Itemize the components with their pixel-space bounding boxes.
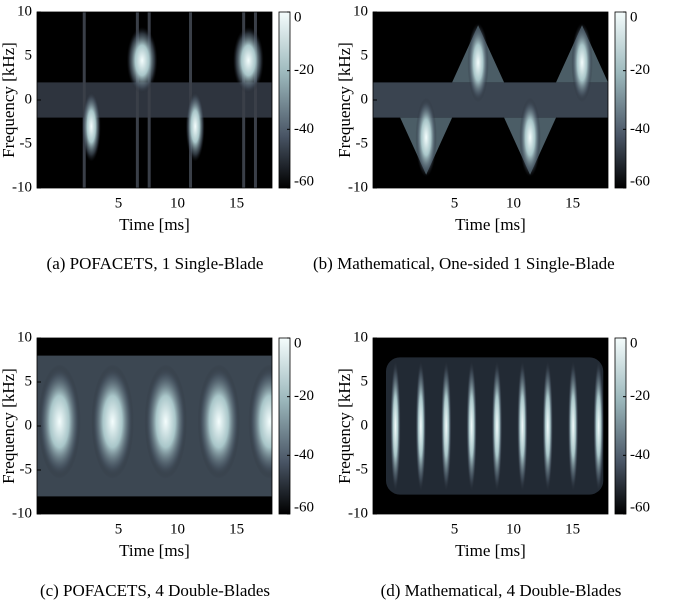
blob — [491, 359, 503, 493]
band — [373, 82, 608, 118]
y-axis-label: Frequency [kHz] — [335, 42, 354, 158]
y-tick-label: 5 — [361, 373, 369, 389]
blob — [593, 359, 604, 493]
blob — [415, 97, 437, 177]
colorbar-tick-label: -40 — [294, 447, 314, 463]
blob — [440, 359, 452, 493]
colorbar-tick-label: 0 — [630, 9, 638, 25]
x-tick-label: 15 — [565, 195, 580, 211]
x-tick-label: 15 — [229, 195, 244, 211]
y-tick-label: -10 — [12, 505, 32, 521]
blob — [144, 364, 187, 479]
y-axis-label: Frequency [kHz] — [0, 42, 18, 158]
blob — [197, 364, 241, 479]
caption: (d) Mathematical, 4 Double-Blades — [380, 581, 622, 600]
y-tick-label: -5 — [356, 461, 369, 477]
colorbar-tick-label: -20 — [294, 62, 314, 78]
x-tick-label: 10 — [170, 195, 185, 211]
blob — [415, 359, 427, 493]
y-tick-label: 10 — [17, 329, 32, 345]
blob — [519, 97, 541, 177]
blob — [185, 91, 205, 162]
y-tick-label: -5 — [20, 135, 33, 151]
y-tick-label: 5 — [361, 47, 369, 63]
blob — [571, 23, 593, 103]
y-tick-label: 0 — [361, 91, 369, 107]
blob — [126, 26, 158, 94]
colorbar-tick-label: -60 — [630, 499, 650, 515]
blob — [467, 23, 489, 103]
spectrogram-image — [373, 338, 608, 514]
spectrogram-image — [37, 338, 272, 514]
y-tick-label: 10 — [17, 3, 32, 19]
y-tick-label: 10 — [353, 329, 368, 345]
blob — [233, 26, 264, 94]
colorbar-tick-label: -40 — [294, 121, 314, 137]
x-tick-label: 15 — [565, 521, 580, 537]
x-axis-label: Time [ms] — [119, 541, 190, 560]
y-tick-label: 0 — [25, 91, 33, 107]
colorbar-tick-label: 0 — [294, 335, 302, 351]
colorbar-tick-label: -60 — [294, 499, 314, 515]
x-tick-label: 10 — [170, 521, 185, 537]
x-tick-label: 5 — [115, 195, 123, 211]
colorbar-tick-label: -60 — [630, 173, 650, 189]
colorbar-tick-label: -40 — [630, 121, 650, 137]
blob — [517, 359, 528, 493]
colorbar-tick-label: -40 — [630, 447, 650, 463]
blob — [466, 359, 477, 493]
colorbar-tick-label: -20 — [630, 388, 650, 404]
caption: (a) POFACETS, 1 Single-Blade — [46, 254, 264, 273]
x-axis-label: Time [ms] — [119, 215, 190, 234]
x-tick-label: 5 — [115, 521, 123, 537]
y-tick-label: 5 — [25, 47, 33, 63]
y-tick-label: -10 — [348, 179, 368, 195]
colorbar-tick-label: -20 — [630, 62, 650, 78]
blob — [91, 364, 134, 479]
x-axis-label: Time [ms] — [455, 541, 526, 560]
y-tick-label: 5 — [25, 373, 33, 389]
blob — [38, 364, 81, 479]
y-tick-label: 10 — [353, 3, 368, 19]
y-tick-label: 0 — [361, 417, 369, 433]
y-tick-label: -5 — [20, 461, 33, 477]
colorbar — [614, 337, 627, 515]
x-tick-label: 5 — [451, 521, 459, 537]
spectrogram-image — [37, 12, 272, 188]
caption: (c) POFACETS, 4 Double-Blades — [39, 581, 271, 600]
x-tick-label: 10 — [506, 195, 521, 211]
colorbar-tick-label: -60 — [294, 173, 314, 189]
blob — [248, 364, 272, 479]
y-tick-label: 0 — [25, 417, 33, 433]
colorbar-tick-label: -20 — [294, 388, 314, 404]
spectrogram-image — [373, 12, 608, 188]
colorbar — [278, 337, 291, 515]
x-axis-label: Time [ms] — [455, 215, 526, 234]
x-tick-label: 5 — [451, 195, 459, 211]
colorbar-tick-label: 0 — [630, 335, 638, 351]
colorbar — [614, 11, 627, 189]
y-axis-label: Frequency [kHz] — [0, 368, 18, 484]
blob — [81, 91, 101, 162]
y-tick-label: -5 — [356, 135, 369, 151]
caption: (b) Mathematical, One-sided 1 Single-Bla… — [313, 254, 615, 273]
y-tick-label: -10 — [348, 505, 368, 521]
band — [37, 82, 272, 118]
x-tick-label: 10 — [506, 521, 521, 537]
colorbar — [278, 11, 291, 189]
colorbar-tick-label: 0 — [294, 9, 302, 25]
y-tick-label: -10 — [12, 179, 32, 195]
blob — [542, 359, 554, 493]
blob — [567, 359, 579, 493]
y-axis-label: Frequency [kHz] — [335, 368, 354, 484]
blob — [390, 359, 401, 493]
x-tick-label: 15 — [229, 521, 244, 537]
